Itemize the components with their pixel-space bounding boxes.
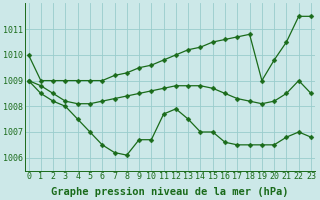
X-axis label: Graphe pression niveau de la mer (hPa): Graphe pression niveau de la mer (hPa) bbox=[51, 186, 289, 197]
